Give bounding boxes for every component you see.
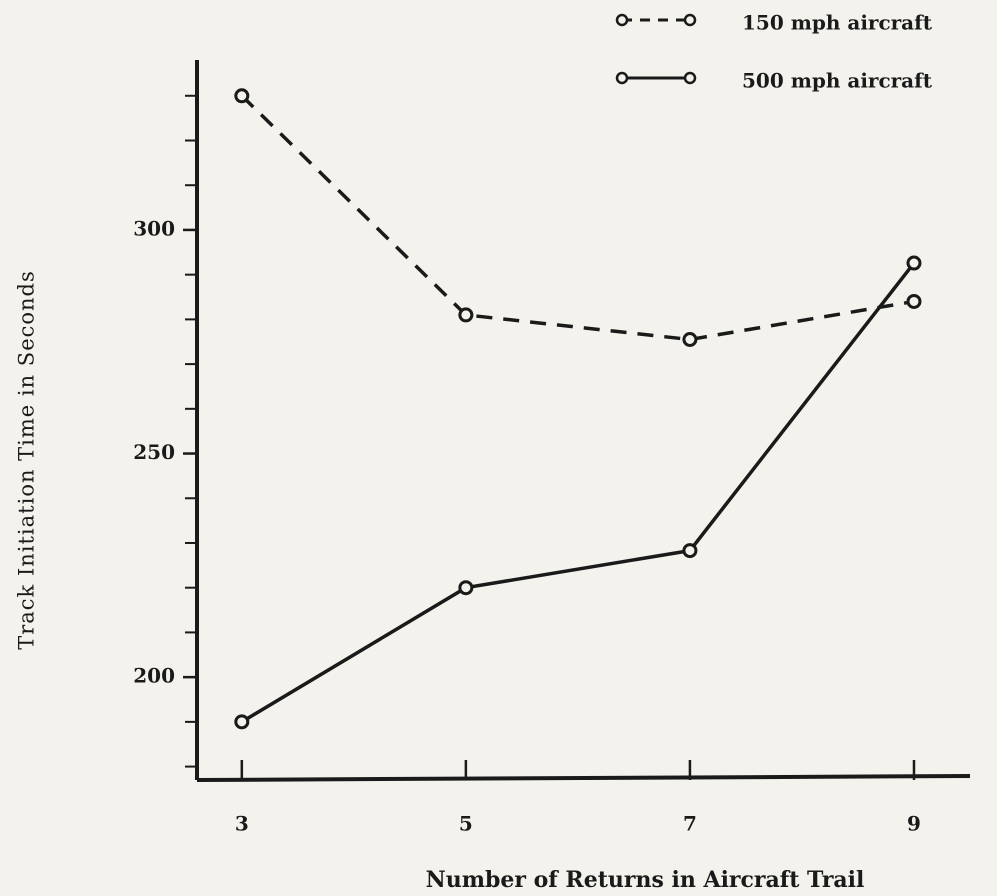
series-line: [240, 94, 915, 342]
point: [906, 293, 922, 309]
legend-marker: [615, 13, 629, 27]
x-tick-label: 9: [907, 812, 921, 836]
x-axis-label: Number of Returns in Aircraft Trail: [426, 867, 865, 893]
y-tick-label: 300: [133, 216, 175, 240]
point: [234, 88, 250, 104]
x-axis: [196, 774, 971, 782]
point: [682, 543, 698, 559]
legend-marker: [683, 71, 697, 85]
legend-marker: [615, 71, 629, 85]
x-tick-label: 5: [459, 812, 473, 836]
y-tick-label: 200: [133, 664, 175, 688]
point: [458, 307, 474, 323]
series-line: [240, 261, 916, 724]
legend-marker: [683, 13, 697, 27]
point: [458, 580, 474, 596]
y-axis-label: Track Initiation Time in Seconds: [15, 270, 39, 650]
point: [906, 255, 922, 271]
y-tick-label: 250: [133, 440, 175, 464]
legend-label: 500 mph aircraft: [742, 69, 933, 93]
point: [682, 332, 698, 348]
legend-label: 150 mph aircraft: [742, 11, 933, 35]
x-tick-label: 3: [235, 812, 249, 836]
x-tick-label: 7: [683, 812, 697, 836]
point: [234, 714, 250, 730]
